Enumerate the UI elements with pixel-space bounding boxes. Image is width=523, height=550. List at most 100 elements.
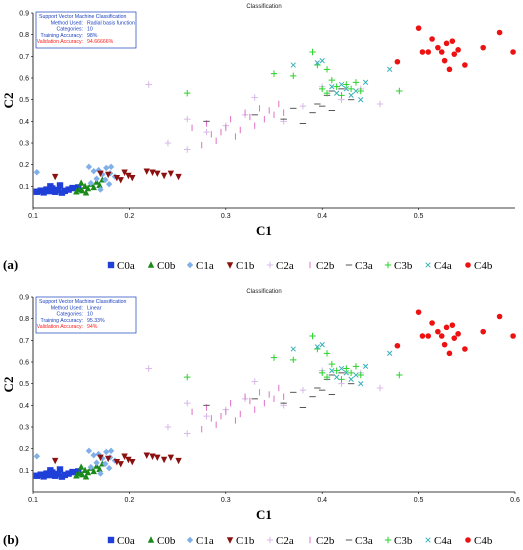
legend-label: C1b xyxy=(236,535,255,547)
y-tick-label: 0.1 xyxy=(19,184,29,191)
data-point-C2a xyxy=(184,399,191,407)
legend-label: C3a xyxy=(355,260,373,272)
data-point-C0a xyxy=(69,184,76,192)
data-point-C4b xyxy=(480,328,486,335)
info-box-value: 94.66666% xyxy=(87,39,114,45)
y-axis-label: C2 xyxy=(1,377,16,393)
data-point-C3b xyxy=(352,363,360,370)
series-C2b xyxy=(191,384,285,433)
data-point-C0b xyxy=(78,186,86,194)
legend-label: C0b xyxy=(157,535,176,547)
legend-label: C2b xyxy=(316,260,335,272)
data-point-C4b xyxy=(455,47,461,53)
data-point-C4a xyxy=(329,368,335,374)
legend-item-C3a: C3a xyxy=(345,535,373,547)
series-C3b xyxy=(184,332,403,383)
y-tick-label: 0.8 xyxy=(19,316,29,323)
data-point-C1b xyxy=(149,453,156,460)
data-point-C2a xyxy=(251,378,258,385)
series-C0b xyxy=(73,460,106,480)
legend-label: C4b xyxy=(474,260,493,272)
data-point-C4b xyxy=(455,331,461,337)
y-tick-label: 0.2 xyxy=(19,446,29,453)
y-tick-label: 0.4 xyxy=(19,403,29,410)
x-tick-label: 0.2 xyxy=(125,497,135,504)
info-box-label: Validation Accuracy: xyxy=(37,324,83,330)
data-point-C1a xyxy=(103,164,110,172)
data-point-C3b xyxy=(396,371,403,379)
data-point-C4b xyxy=(462,62,468,68)
x-tick-label: 0.5 xyxy=(414,497,424,504)
x-axis-label: C1 xyxy=(256,223,272,238)
data-point-C3b xyxy=(333,83,340,90)
data-point-C4a xyxy=(358,97,364,103)
data-point-C3b xyxy=(323,373,331,381)
series-C2b xyxy=(191,100,285,149)
data-point-C4a xyxy=(343,370,349,376)
legend-marker-C1b xyxy=(226,262,234,269)
y-tick-label: 0.7 xyxy=(19,54,29,61)
data-point-C1b xyxy=(121,453,128,460)
legend-marker-C0b xyxy=(147,536,155,543)
x-tick-label: 0.1 xyxy=(28,213,38,220)
data-point-C1a xyxy=(93,175,100,182)
y-tick-label: 0.1 xyxy=(19,468,29,475)
data-point-C4a xyxy=(353,88,359,94)
data-point-C1b xyxy=(143,168,150,175)
y-tick-label: 0.4 xyxy=(19,119,29,126)
data-point-C1b xyxy=(117,177,124,184)
data-point-C1b xyxy=(129,458,136,466)
series-C1b xyxy=(51,452,182,468)
legend-item-C1b: C1b xyxy=(226,260,255,272)
data-point-C3b xyxy=(357,87,364,95)
chart-panel-a: Classification 0.1 0.2 0.3 0.4 0.5 0.6 0.7 0.8 0.… xyxy=(1,4,516,272)
chart-title: Classification xyxy=(246,4,281,10)
series-C4b xyxy=(394,309,516,357)
data-point-C1b xyxy=(175,457,182,465)
data-point-C2a xyxy=(203,412,210,420)
data-point-C4a xyxy=(362,363,369,369)
data-point-C3b xyxy=(309,48,316,56)
series-C4a xyxy=(290,342,393,387)
legend-marker-C0a xyxy=(107,261,115,269)
data-point-C1b xyxy=(167,170,175,178)
legend-marker-C4a xyxy=(425,262,431,268)
legend-label: C4a xyxy=(434,260,452,272)
data-point-C3b xyxy=(343,365,350,372)
legend-marker-C0a xyxy=(107,536,115,544)
data-point-C1b xyxy=(113,174,121,182)
y-tick-label: 0.2 xyxy=(19,162,29,169)
info-box-value: 10 xyxy=(87,27,93,33)
data-point-C3b xyxy=(290,356,297,364)
data-point-C4a xyxy=(290,346,296,352)
data-point-C4b xyxy=(425,49,432,55)
data-point-C4a xyxy=(338,81,345,88)
data-point-C4b xyxy=(435,328,441,335)
data-point-C4b xyxy=(419,333,426,339)
legend-label: C3b xyxy=(394,260,413,272)
legend-label: C2b xyxy=(316,535,335,547)
data-point-C2a xyxy=(184,115,191,123)
legend-label: C0a xyxy=(117,535,135,547)
x-axis-label: C1 xyxy=(256,507,272,522)
info-box-label: Training Accuracy: xyxy=(41,318,83,324)
data-point-C1a xyxy=(105,180,113,188)
info-box-heading: Support Vector Machine Classification xyxy=(39,299,126,305)
info-box-value: 98% xyxy=(87,33,98,39)
data-point-C4b xyxy=(415,25,422,31)
data-point-C2a xyxy=(145,365,152,372)
data-point-C0b xyxy=(96,181,103,188)
data-point-C4b xyxy=(443,40,450,47)
data-point-C1b xyxy=(154,454,161,462)
data-point-C1a xyxy=(102,176,109,184)
info-box-value: Radial basis function xyxy=(87,21,135,27)
data-point-C0b xyxy=(84,468,92,476)
legend-item-C0b: C0b xyxy=(147,260,176,272)
data-point-C0b xyxy=(90,467,97,475)
x-tick-label: 0.6 xyxy=(510,497,520,504)
data-point-C4b xyxy=(496,29,503,36)
legend-label: C0a xyxy=(117,260,135,272)
chart-panel-b: Classification 0.1 0.2 0.3 0.4 0.5 0.6 0.7 0.8 0.… xyxy=(1,289,520,547)
data-point-C4a xyxy=(362,79,369,85)
